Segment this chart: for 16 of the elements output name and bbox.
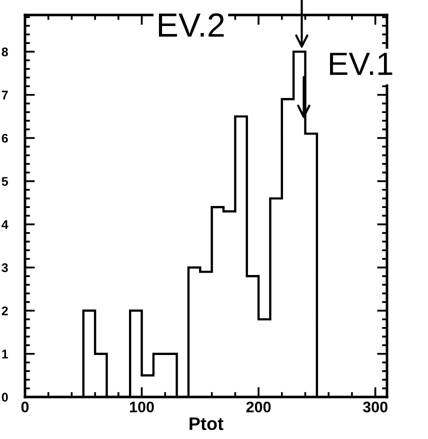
y-tick-label: 5 [2, 177, 8, 186]
y-tick-label: 2 [2, 306, 8, 316]
annotation: EV.2 [158, 13, 224, 37]
y-tick-label: 4 [2, 220, 8, 229]
y-tick-label: 1 [2, 350, 8, 358]
annotation: EV.1 [330, 52, 392, 75]
y-tick-label: 3 [2, 263, 8, 272]
y-tick-label: 6 [2, 134, 8, 143]
x-tick-label: 200 [246, 402, 271, 412]
x-axis-title: Ptot [190, 417, 224, 430]
y-tick-label: 0 [2, 392, 8, 402]
x-tick-label: 300 [362, 402, 388, 412]
x-tick-label: 100 [130, 402, 154, 412]
x-tick-label: 0 [21, 402, 29, 412]
y-tick-label: 7 [2, 90, 8, 100]
y-tick-label: 8 [2, 47, 8, 56]
